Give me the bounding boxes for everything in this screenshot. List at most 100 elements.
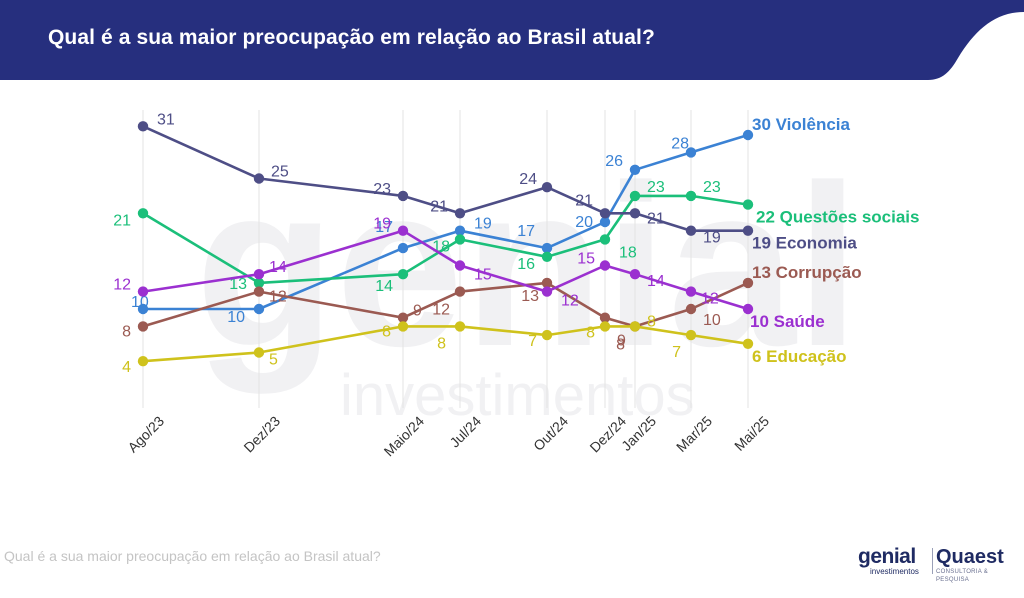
x-tick-label: Dez/23 <box>240 413 283 456</box>
data-point-economia <box>541 182 553 193</box>
end-label-economia: 19 Economia <box>752 234 857 253</box>
data-label-saude: 15 <box>577 251 595 268</box>
data-label-questoes-sociais: 18 <box>619 244 637 261</box>
data-label-corrupcao: 9 <box>617 333 626 350</box>
data-point-corrupcao <box>397 312 409 323</box>
data-label-questoes-sociais: 16 <box>517 256 535 273</box>
data-point-corrupcao <box>685 303 697 315</box>
data-point-educacao <box>742 338 754 349</box>
data-point-economia <box>599 208 611 219</box>
data-point-questoes-sociais <box>685 190 697 202</box>
data-label-corrupcao: 13 <box>521 288 539 305</box>
footer-caption: Qual é a sua maior preocupação em relaçã… <box>4 548 381 564</box>
logo-separator <box>932 548 933 574</box>
gridlines <box>142 110 749 408</box>
data-label-saude: 19 <box>373 216 391 233</box>
data-point-corrupcao <box>541 277 553 289</box>
data-label-educacao: 7 <box>528 333 537 350</box>
data-label-questoes-sociais: 14 <box>375 278 393 295</box>
x-tick-label: Mai/25 <box>731 413 772 454</box>
data-label-violencia: 17 <box>517 223 535 240</box>
data-point-questoes-sociais <box>137 208 149 219</box>
genial-logo-brand: genial <box>858 545 916 568</box>
data-label-violencia: 28 <box>671 135 689 152</box>
data-point-educacao <box>137 356 149 367</box>
data-label-economia: 21 <box>430 198 448 215</box>
data-point-violencia <box>685 147 697 158</box>
end-label-saude: 10 Saúde <box>750 312 825 331</box>
x-tick-label: Jan/25 <box>618 413 659 454</box>
data-label-educacao: 4 <box>122 359 131 376</box>
genial-logo-sub: investimentos <box>870 567 919 576</box>
data-point-economia <box>397 190 409 202</box>
data-label-corrupcao: 12 <box>432 302 450 319</box>
data-point-questoes-sociais <box>397 269 409 280</box>
data-label-educacao: 8 <box>382 323 391 340</box>
data-label-violencia: 17 <box>375 219 393 236</box>
data-label-violencia: 26 <box>605 153 623 170</box>
data-label-saude: 12 <box>701 291 719 308</box>
data-label-corrupcao: 10 <box>703 312 721 329</box>
data-point-questoes-sociais <box>454 234 466 245</box>
data-point-saude <box>253 269 265 280</box>
data-point-violencia <box>253 303 265 315</box>
x-tick-label: Mar/25 <box>673 413 715 455</box>
data-label-questoes-sociais: 13 <box>229 276 247 293</box>
data-label-violencia: 10 <box>227 309 245 326</box>
data-label-saude: 12 <box>113 277 131 294</box>
quaest-logo-sub: CONSULTORIA & PESQUISA <box>936 569 989 583</box>
data-point-economia <box>137 121 149 132</box>
data-point-saude <box>397 225 409 236</box>
data-label-saude: 15 <box>474 267 492 284</box>
data-point-questoes-sociais <box>541 251 553 262</box>
data-point-violencia <box>742 129 754 141</box>
watermark-brand: genial <box>195 137 860 394</box>
data-label-questoes-sociais: 23 <box>703 179 721 196</box>
x-tick-label: Dez/24 <box>586 413 629 456</box>
data-point-violencia <box>454 225 466 236</box>
data-point-questoes-sociais <box>253 277 265 289</box>
logos: genial investimentos Quaest CONSULTORIA … <box>856 545 1016 584</box>
data-label-economia: 24 <box>519 171 537 188</box>
data-label-economia: 25 <box>271 164 289 181</box>
data-point-violencia <box>137 303 149 315</box>
data-label-educacao: 5 <box>269 352 278 369</box>
data-label-violencia: 10 <box>131 294 149 311</box>
data-point-saude <box>742 303 754 315</box>
x-tick-label: Ago/23 <box>124 413 167 456</box>
series-saude: 12 14 19 15 12 15 14 12 10 Saúde <box>113 216 824 331</box>
data-point-educacao <box>599 321 611 332</box>
watermark-sub: investimentos <box>340 363 695 428</box>
x-tick-label: Out/24 <box>530 413 571 454</box>
data-point-economia <box>253 173 265 184</box>
data-label-economia: 21 <box>575 192 593 209</box>
data-point-economia <box>742 225 754 236</box>
data-point-saude <box>137 286 149 297</box>
data-label-economia: 31 <box>157 111 175 128</box>
x-tick-label: Jul/24 <box>446 413 484 451</box>
data-point-saude <box>541 286 553 297</box>
data-point-saude <box>599 260 611 271</box>
page-title: Qual é a sua maior preocupação em relaçã… <box>48 26 655 49</box>
quaest-logo-brand: Quaest <box>936 546 1004 568</box>
data-point-questoes-sociais <box>742 199 754 210</box>
data-point-violencia <box>397 242 409 254</box>
data-point-economia <box>629 208 641 219</box>
data-point-educacao <box>397 321 409 332</box>
data-point-educacao <box>685 329 697 341</box>
data-point-corrupcao <box>454 286 466 297</box>
data-label-violencia: 20 <box>575 214 593 231</box>
data-point-violencia <box>629 164 641 175</box>
data-point-educacao <box>541 329 553 341</box>
data-label-saude: 14 <box>647 273 665 290</box>
data-label-violencia: 19 <box>474 216 492 233</box>
data-point-educacao <box>629 321 641 332</box>
data-point-educacao <box>454 321 466 332</box>
data-point-corrupcao <box>137 321 149 332</box>
data-label-corrupcao: 12 <box>269 289 287 306</box>
